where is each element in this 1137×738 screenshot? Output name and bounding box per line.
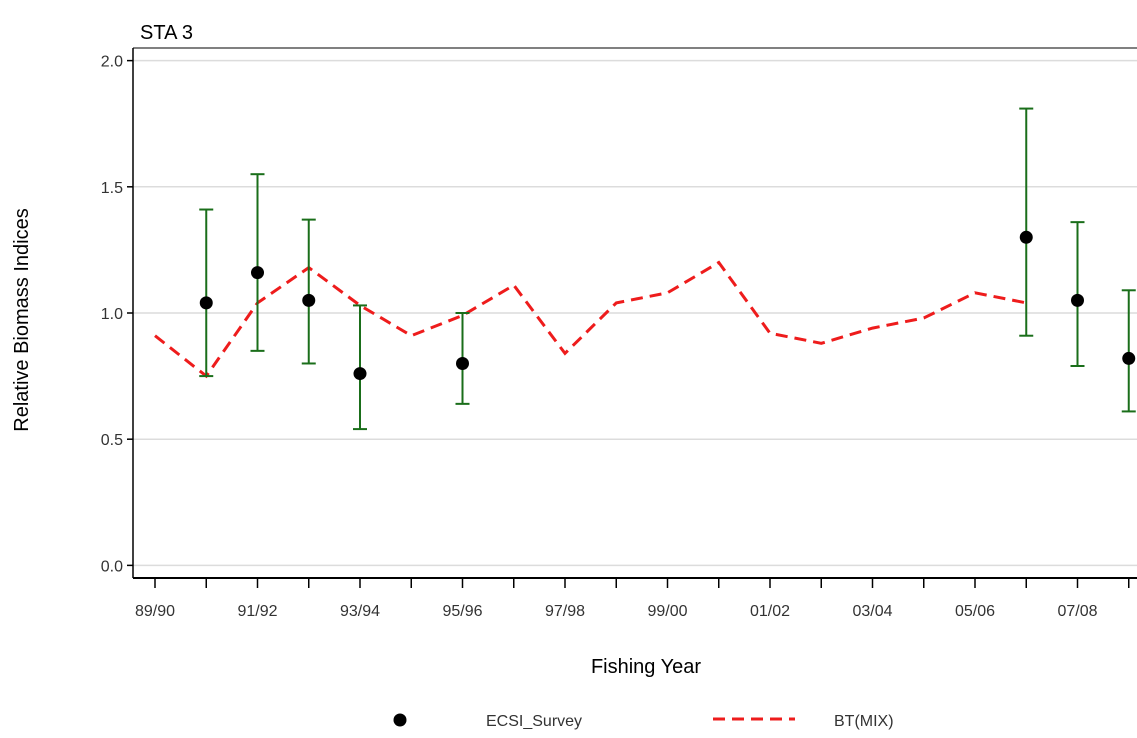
- x-axis-label: Fishing Year: [591, 656, 701, 678]
- data-point-ecsi-survey: [302, 293, 316, 307]
- y-tick-label: 2.0: [101, 54, 123, 71]
- data-point-ecsi-survey: [353, 367, 367, 381]
- x-tick-label: 89/90: [135, 603, 175, 620]
- data-point-ecsi-survey: [1122, 351, 1136, 365]
- legend-label-bt-mix: BT(MIX): [834, 713, 894, 730]
- data-point-ecsi-survey: [1071, 293, 1084, 307]
- x-tick-label: 01/02: [750, 603, 790, 620]
- x-tick-label: 99/00: [647, 603, 687, 620]
- y-tick-label: 0.5: [101, 432, 123, 449]
- data-point-ecsi-survey: [456, 356, 469, 370]
- legend-marker-ecsi-survey: [393, 713, 407, 727]
- y-tick-label: 0.0: [101, 558, 123, 575]
- x-tick-label: 07/08: [1057, 603, 1097, 620]
- data-point-ecsi-survey: [199, 296, 213, 310]
- chart-title: STA 3: [140, 22, 193, 44]
- x-tick-label: 97/98: [545, 603, 585, 620]
- x-tick-label: 05/06: [955, 603, 995, 620]
- y-axis-label: Relative Biomass Indices: [11, 208, 33, 431]
- data-point-ecsi-survey: [251, 266, 264, 280]
- plot-series: [154, 107, 1136, 431]
- series-line-bt-mix: [154, 260, 1027, 379]
- gridlines: [133, 59, 1137, 567]
- legend-label-ecsi-survey: ECSI_Survey: [486, 713, 582, 730]
- x-tick-label: 95/96: [442, 603, 482, 620]
- x-tick-label: 93/94: [340, 603, 380, 620]
- data-point-ecsi-survey: [1019, 230, 1033, 244]
- y-tick-label: 1.0: [101, 306, 123, 323]
- legend: ECSI_Survey BT(MIX): [393, 713, 894, 730]
- x-tick-label: 91/92: [237, 603, 277, 620]
- y-tick-label: 1.5: [101, 180, 123, 197]
- axes: 0.0 0.5 1.0 1.5 2.0 89/90 91/92 93/94 95/96 97/98…: [101, 47, 1137, 620]
- x-tick-label: 03/04: [852, 603, 892, 620]
